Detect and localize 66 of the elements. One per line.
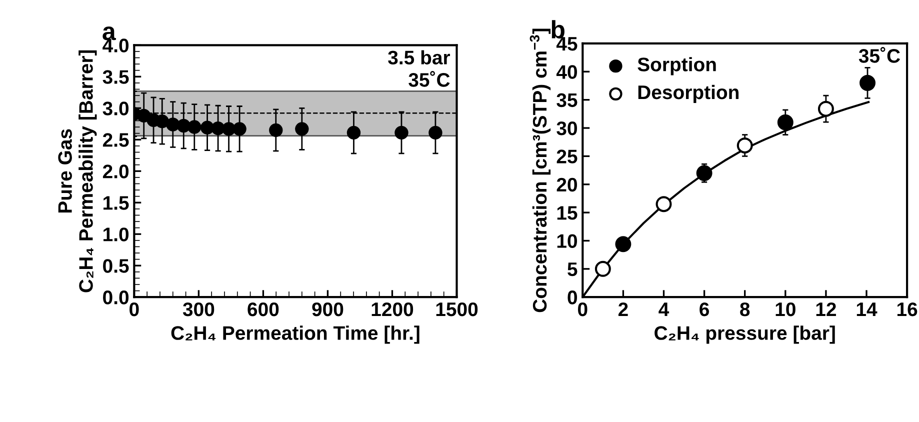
y-axis-title: Pure Gas C₂H₄ Permeability [Barrer] <box>58 50 97 292</box>
y-tick-label: 4.0 <box>102 38 129 52</box>
point <box>860 74 876 91</box>
x-tick-label: 10 <box>776 302 796 316</box>
x-tick-label: 2 <box>618 302 628 316</box>
point <box>176 118 190 133</box>
point <box>232 122 246 136</box>
point <box>736 137 753 154</box>
y-tick-label: 2.0 <box>102 164 129 178</box>
point <box>136 108 151 123</box>
x-tick-label: 900 <box>312 302 344 316</box>
y-tick-label: 1.0 <box>104 228 129 242</box>
point <box>777 114 794 130</box>
point <box>818 100 834 117</box>
point <box>166 118 180 132</box>
y-tick-label: 15 <box>557 206 578 220</box>
point <box>656 196 672 212</box>
annotation: 35˚C <box>858 47 900 63</box>
point <box>188 120 202 134</box>
x-tick-label: 1500 <box>436 302 478 316</box>
legend-label: Sorption <box>638 57 716 76</box>
y-tick-label: 5 <box>568 262 578 276</box>
x-tick-label: 16 <box>897 302 918 316</box>
y-tick-label: 30 <box>556 121 577 136</box>
point <box>222 122 236 136</box>
x-axis-title: C₂H₄ Permeation Time [hr.] <box>171 326 420 344</box>
x-tick-label: 0 <box>130 302 139 316</box>
x-tick-label: 300 <box>182 302 214 316</box>
y-tick-label: 20 <box>556 178 577 192</box>
x-tick-label: 4 <box>658 302 670 316</box>
y-tick-label: 10 <box>557 234 577 248</box>
x-tick-label: 12 <box>816 302 836 316</box>
y-tick-label: 0.5 <box>103 259 129 273</box>
y-tick-label: 35 <box>556 93 578 108</box>
point <box>155 114 169 128</box>
y-tick-label: 3.0 <box>102 102 129 116</box>
x-tick-label: 6 <box>700 302 710 316</box>
annotation: 3.5 bar 35˚C <box>388 50 450 87</box>
point <box>615 236 632 252</box>
x-axis-title: C₂H₄ pressure [bar] <box>654 326 835 344</box>
legend-label: Desorption <box>638 84 739 104</box>
x-tick-label: 0 <box>578 302 588 316</box>
y-tick-label: 2.5 <box>102 133 129 147</box>
x-tick-label: 1200 <box>372 302 414 316</box>
y-tick-label: 3.5 <box>102 70 129 84</box>
point <box>594 260 611 277</box>
point <box>696 165 712 182</box>
x-tick-label: 8 <box>740 302 750 316</box>
y-tick-label: 45 <box>556 37 578 51</box>
point <box>394 126 408 140</box>
chart-title: a <box>102 26 116 40</box>
y-axis-title: Concentration [cm³(STP) cm$^{−3}$] <box>530 28 551 312</box>
y-tick-label: 0 <box>568 290 577 304</box>
point <box>346 126 361 140</box>
x-tick-label: 600 <box>248 302 279 316</box>
y-tick-label: 40 <box>556 65 577 79</box>
point <box>428 126 442 140</box>
y-tick-label: 1.5 <box>104 196 129 210</box>
point <box>200 120 214 135</box>
x-tick-label: 14 <box>856 302 878 316</box>
point <box>295 122 309 136</box>
point <box>211 121 225 136</box>
y-tick-label: 0.0 <box>103 290 129 304</box>
chart-title: b <box>552 20 564 39</box>
point <box>269 123 283 138</box>
y-tick-label: 25 <box>556 150 578 164</box>
